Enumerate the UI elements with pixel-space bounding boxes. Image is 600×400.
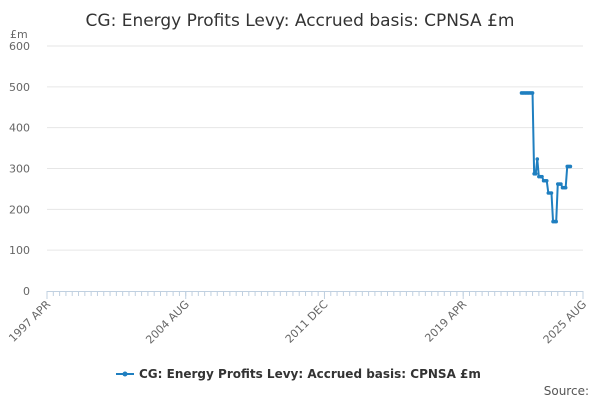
- y-axis-ticks: 0 100 200 300 400 500 600: [9, 40, 30, 298]
- data-point[interactable]: [535, 157, 540, 161]
- chart-title: CG: Energy Profits Levy: Accrued basis: …: [86, 11, 515, 31]
- grid-lines: [47, 45, 583, 251]
- legend[interactable]: CG: Energy Profits Levy: Accrued basis: …: [116, 367, 481, 381]
- series-layer: [519, 91, 573, 224]
- data-point[interactable]: [533, 172, 538, 176]
- x-tick-label: 2004 AUG: [143, 298, 192, 347]
- data-point[interactable]: [540, 174, 544, 179]
- x-tick-label: 1997 APR: [6, 298, 53, 345]
- source-label: Source:: [544, 384, 589, 398]
- data-point[interactable]: [544, 178, 549, 183]
- x-tick-label: 2025 AUG: [541, 298, 590, 347]
- data-point[interactable]: [568, 164, 573, 169]
- y-tick-label: 600: [9, 40, 30, 53]
- data-point[interactable]: [530, 91, 535, 95]
- data-point[interactable]: [554, 219, 558, 224]
- x-tick-label: 2011 DEC: [283, 298, 331, 346]
- x-axis: 1997 APR 2004 AUG 2011 DEC 2019 APR 2025 AUG: [6, 291, 589, 346]
- y-tick-label: 400: [9, 122, 30, 135]
- y-axis-unit: £m: [10, 28, 28, 41]
- data-point[interactable]: [559, 182, 563, 186]
- y-tick-label: 100: [9, 244, 30, 257]
- y-tick-label: 500: [9, 81, 30, 94]
- y-tick-label: 200: [9, 203, 30, 216]
- x-tick-label: 2019 APR: [422, 298, 469, 345]
- y-tick-label: 300: [9, 163, 30, 176]
- legend-marker-icon: [122, 371, 128, 377]
- data-point[interactable]: [563, 185, 568, 190]
- y-tick-label: 0: [23, 285, 30, 298]
- data-point[interactable]: [549, 191, 554, 195]
- series-line: [521, 91, 571, 223]
- legend-label: CG: Energy Profits Levy: Accrued basis: …: [139, 367, 481, 381]
